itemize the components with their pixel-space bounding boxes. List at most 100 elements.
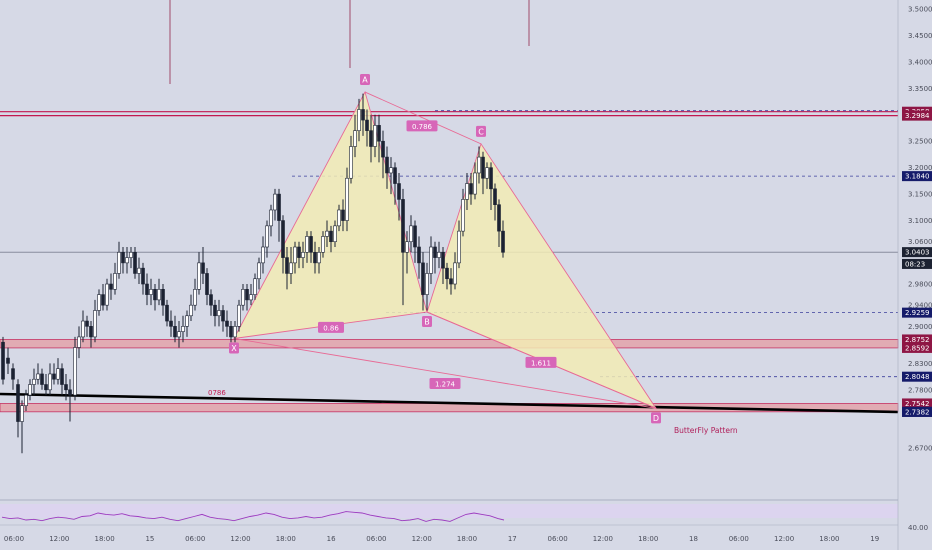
candle-body-down [52,373,56,380]
ratio-label-box [406,120,438,132]
candle [185,310,189,337]
candle-body-down [445,267,449,280]
x-tick-label: 16 [327,535,336,543]
candle [229,321,233,343]
candle [129,247,133,269]
candle-body-down [209,294,213,306]
x-tick-label: 19 [870,535,879,543]
candle-body-down [313,251,317,264]
candle [221,305,225,332]
x-tick-label: 18:00 [276,535,296,543]
candle [169,310,173,337]
candle-body-down [6,357,10,364]
candle [89,321,93,348]
candle-body-down [64,384,68,391]
trendline [0,392,899,414]
candle [241,284,245,311]
ratio-label-text: 1.611 [531,359,551,367]
candle [453,252,457,290]
candle [449,268,453,295]
candle [493,183,497,221]
price-tag-text: 2.8048 [905,373,930,381]
candle [405,231,409,274]
candle-body-up [333,225,337,243]
candle-body-up [237,304,241,327]
candle [481,151,485,195]
candle-body-down [1,341,5,380]
candle [277,188,281,242]
candle [157,278,161,306]
point-label-text: A [362,76,368,85]
candle-body-up [357,109,361,131]
candle-body-up [157,289,161,301]
candle [249,284,253,306]
x-tick-label: 06:00 [366,535,386,543]
candle-body-up [321,236,325,253]
candle [501,220,505,258]
candle-body-up [193,289,197,306]
candle-body-up [105,283,109,306]
rsi-tick: 40.00 [908,524,928,532]
candle [317,247,321,274]
candle-body-down [401,199,405,253]
candle [237,299,241,332]
ratio-label-text: 1.274 [435,380,456,388]
y-tick-label: 3.4500 [908,32,932,40]
candle-body-down [397,183,401,200]
candle-body-up [189,304,193,317]
candle [369,114,373,163]
price-tag-text: 2.7542 [905,400,930,408]
candle [469,172,473,205]
x-tick-label: 06:00 [548,535,568,543]
candle [289,247,293,285]
candle [261,236,265,274]
candle [44,373,48,396]
candle [441,247,445,285]
pattern-line-xd [233,338,657,409]
candle-body-down [433,246,437,258]
candle [349,135,353,184]
candle [117,241,121,279]
x-tick-label: 12:00 [412,535,432,543]
point-label-box [422,316,432,328]
candle [329,225,333,253]
point-label-text: D [653,414,659,423]
y-tick-label: 2.9800 [908,281,932,289]
candle-body-up [273,193,277,211]
candle-body-up [425,273,429,295]
candle [465,172,469,210]
candle-body-down [377,125,381,142]
candle-body-up [48,373,52,391]
candle-body-up [117,251,121,274]
candle-body-down [40,373,44,385]
candle-body-down [417,246,421,264]
candle-body-up [409,225,413,243]
price-tag-box [902,171,932,182]
candle-body-down [133,251,137,274]
candle [397,172,401,221]
price-tag: 2.8592 [902,342,932,353]
candle [181,315,185,343]
rsi-band [0,504,898,518]
candle [93,299,97,343]
x-tick-label: 12:00 [49,535,69,543]
candle-body-down [16,384,20,422]
candle [141,262,145,295]
candle [48,363,52,396]
candle-body-up [461,199,465,232]
candle [73,336,77,401]
y-tick-label: 2.9400 [908,302,932,310]
candle-body-down [285,257,289,274]
candle [193,278,197,311]
horizontal-levels [0,0,899,414]
x-tick-label: 18:00 [95,535,115,543]
candle-body-down [68,389,72,396]
candle [145,273,149,306]
candle [85,315,89,337]
x-tick-label: 12:00 [230,535,250,543]
price-tag-box [902,110,932,121]
candle [161,284,165,316]
candle [257,257,261,290]
point-label-b: B [422,316,432,328]
